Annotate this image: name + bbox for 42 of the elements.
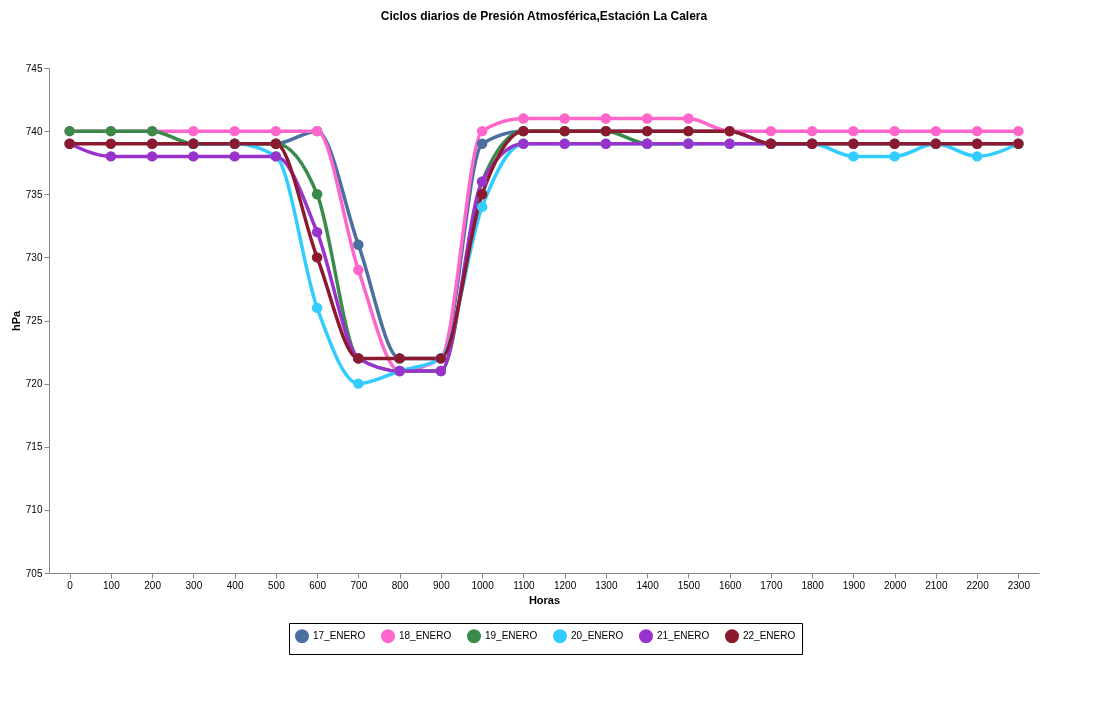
legend-label: 21_ENERO	[657, 630, 710, 642]
x-tick-label: 300	[185, 579, 203, 591]
x-tick-label: 1000	[471, 579, 495, 591]
legend-label: 18_ENERO	[399, 630, 452, 642]
x-tick-label: 1100	[513, 579, 536, 591]
y-tick-label: 735	[25, 188, 43, 200]
legend-label: 19_ENERO	[485, 630, 538, 642]
x-tick-label: 600	[309, 579, 327, 591]
x-tick-label: 1200	[554, 579, 577, 591]
x-tick-label: 1300	[595, 579, 618, 591]
y-tick-label: 705	[25, 567, 43, 579]
y-tick-label: 720	[25, 378, 43, 390]
x-tick-label: 900	[433, 579, 451, 591]
x-tick-label: 200	[144, 579, 162, 591]
legend-label: 20_ENERO	[571, 630, 624, 642]
y-tick-label: 710	[25, 504, 43, 516]
y-tick-label: 725	[25, 315, 43, 326]
x-tick-label: 1500	[677, 579, 701, 591]
x-axis-title: Horas	[528, 593, 561, 606]
y-tick-label: 740	[25, 125, 43, 137]
x-tick-label: 0	[67, 579, 74, 591]
x-tick-label: 2100	[925, 579, 948, 591]
x-tick-label: 500	[268, 579, 286, 591]
x-tick-label: 800	[391, 579, 409, 591]
y-tick-label: 715	[25, 441, 43, 453]
x-tick-label: 700	[350, 579, 368, 591]
x-tick-label: 2300	[1007, 579, 1031, 591]
legend-label: 22_ENERO	[743, 630, 796, 642]
x-tick-label: 1900	[842, 579, 866, 591]
y-axis-title: hPa	[9, 310, 22, 332]
legend-label: 17_ENERO	[313, 630, 366, 642]
y-tick-label: 730	[25, 251, 43, 263]
x-tick-label: 2200	[966, 579, 990, 591]
y-tick-label: 745	[25, 62, 43, 74]
x-tick-label: 1600	[719, 579, 742, 591]
chart-title: Ciclos diarios de Presión Atmosférica,Estación La Calera	[380, 9, 708, 23]
x-tick-label: 400	[226, 579, 244, 591]
x-tick-label: 1800	[801, 579, 825, 591]
x-tick-label: 1400	[636, 579, 660, 591]
x-tick-label: 1700	[760, 579, 783, 591]
x-tick-label: 100	[103, 579, 121, 591]
x-tick-label: 2000	[884, 579, 907, 591]
